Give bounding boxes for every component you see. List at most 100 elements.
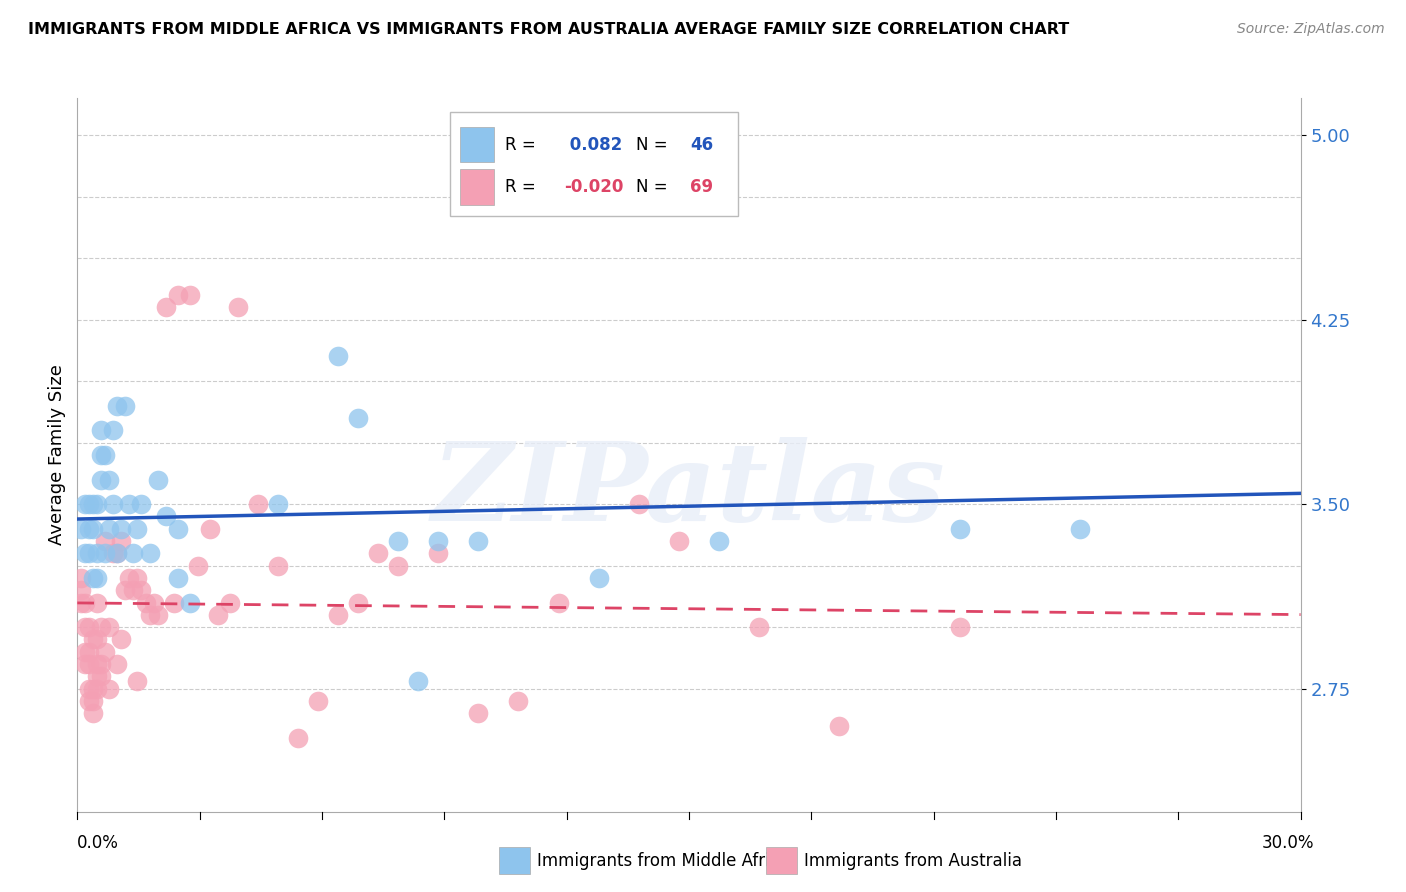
Point <box>98 620 121 634</box>
Point <box>131 583 153 598</box>
Text: 69: 69 <box>690 178 713 196</box>
Text: 0.082: 0.082 <box>564 136 623 153</box>
Point <box>547 596 569 610</box>
Point <box>707 534 730 549</box>
Point <box>326 607 349 622</box>
Point <box>127 522 149 536</box>
Point <box>79 681 101 696</box>
Point <box>75 497 97 511</box>
Point <box>627 497 650 511</box>
Point <box>828 718 851 732</box>
Point <box>107 546 129 560</box>
Point <box>114 399 136 413</box>
Point <box>166 571 188 585</box>
Point <box>70 571 93 585</box>
Point <box>118 571 141 585</box>
Point <box>146 607 169 622</box>
Point <box>70 596 93 610</box>
Point <box>86 596 108 610</box>
Text: 30.0%: 30.0% <box>1263 834 1315 852</box>
Point <box>90 620 112 634</box>
Point <box>70 583 93 598</box>
Point <box>467 706 489 721</box>
Bar <box>460 169 495 205</box>
Point <box>79 657 101 671</box>
Point <box>949 522 972 536</box>
Point <box>146 473 169 487</box>
Point <box>207 607 229 622</box>
Point <box>134 596 156 610</box>
Point <box>82 694 104 708</box>
Point <box>326 350 349 364</box>
Text: N =: N = <box>637 178 673 196</box>
Point <box>98 522 121 536</box>
Text: R =: R = <box>506 136 541 153</box>
Point <box>118 497 141 511</box>
Point <box>98 681 121 696</box>
Point <box>138 546 160 560</box>
Point <box>82 522 104 536</box>
Text: IMMIGRANTS FROM MIDDLE AFRICA VS IMMIGRANTS FROM AUSTRALIA AVERAGE FAMILY SIZE C: IMMIGRANTS FROM MIDDLE AFRICA VS IMMIGRA… <box>28 22 1070 37</box>
Point <box>86 669 108 683</box>
Point <box>82 632 104 647</box>
Point <box>90 657 112 671</box>
Point <box>467 534 489 549</box>
Point <box>162 596 184 610</box>
Point <box>347 596 370 610</box>
Point <box>367 546 389 560</box>
Point <box>75 546 97 560</box>
Point <box>90 473 112 487</box>
Point <box>75 645 97 659</box>
Point <box>82 681 104 696</box>
Point <box>90 448 112 462</box>
Point <box>166 288 188 302</box>
Point <box>267 497 290 511</box>
Point <box>82 706 104 721</box>
Point <box>107 657 129 671</box>
Point <box>75 596 97 610</box>
Point <box>103 497 125 511</box>
Point <box>86 546 108 560</box>
Point <box>155 509 177 524</box>
Point <box>226 300 249 314</box>
Point <box>387 534 409 549</box>
Point <box>94 546 117 560</box>
Text: Immigrants from Australia: Immigrants from Australia <box>804 852 1022 870</box>
Point <box>668 534 690 549</box>
Point <box>1069 522 1091 536</box>
Text: ZIPatlas: ZIPatlas <box>432 437 946 544</box>
Point <box>98 473 121 487</box>
Point <box>110 522 132 536</box>
Text: -0.020: -0.020 <box>564 178 623 196</box>
Point <box>187 558 209 573</box>
Point <box>70 522 93 536</box>
Point <box>406 674 429 689</box>
Point <box>427 546 450 560</box>
Point <box>82 497 104 511</box>
Point <box>427 534 450 549</box>
FancyBboxPatch shape <box>450 112 738 216</box>
Point <box>949 620 972 634</box>
Text: N =: N = <box>637 136 673 153</box>
Point <box>79 497 101 511</box>
Point <box>103 423 125 437</box>
Point <box>166 522 188 536</box>
Point <box>142 596 165 610</box>
Point <box>246 497 269 511</box>
Point <box>179 288 201 302</box>
Point <box>79 694 101 708</box>
Point <box>138 607 160 622</box>
Point <box>90 669 112 683</box>
Point <box>122 546 145 560</box>
Y-axis label: Average Family Size: Average Family Size <box>48 365 66 545</box>
Text: Immigrants from Middle Africa: Immigrants from Middle Africa <box>537 852 789 870</box>
Point <box>122 583 145 598</box>
Point <box>107 399 129 413</box>
Point <box>155 300 177 314</box>
Point <box>94 645 117 659</box>
Point <box>79 645 101 659</box>
Point <box>267 558 290 573</box>
Point <box>114 583 136 598</box>
Point <box>198 522 221 536</box>
Point <box>307 694 329 708</box>
